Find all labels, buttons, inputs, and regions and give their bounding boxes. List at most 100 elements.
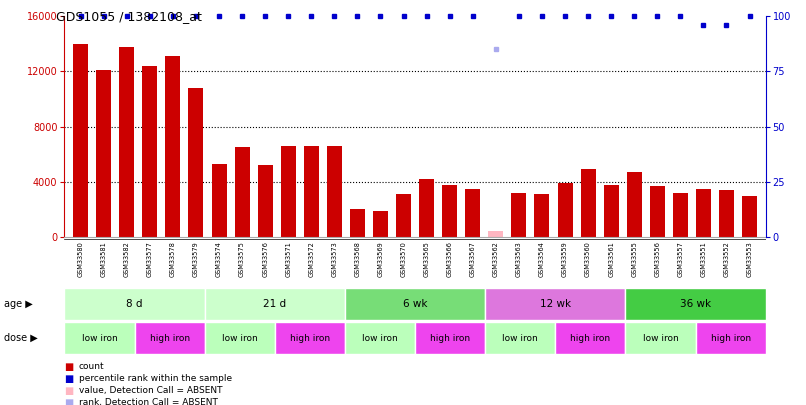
Text: GSM33575: GSM33575 (239, 241, 245, 277)
Bar (345, 322, 415, 354)
Bar (275, 322, 345, 354)
Bar (627, 172, 642, 237)
Text: GSM33579: GSM33579 (193, 241, 199, 277)
Text: percentile rank within the sample: percentile rank within the sample (79, 374, 232, 383)
Text: GSM33577: GSM33577 (147, 241, 153, 277)
Text: ■: ■ (64, 398, 73, 405)
Text: GSM33567: GSM33567 (470, 241, 476, 277)
Bar (673, 193, 688, 237)
Text: 21 d: 21 d (264, 299, 286, 309)
Text: GSM33555: GSM33555 (631, 241, 638, 277)
Text: GSM33574: GSM33574 (216, 241, 222, 277)
Bar (96, 70, 111, 237)
Text: dose ▶: dose ▶ (4, 333, 38, 343)
Text: GSM33563: GSM33563 (516, 241, 522, 277)
Text: GSM33581: GSM33581 (101, 241, 106, 277)
Bar (143, 66, 157, 237)
Text: GSM33551: GSM33551 (700, 241, 706, 277)
Bar (415, 322, 485, 354)
Bar (205, 322, 275, 354)
Text: 8 d: 8 d (127, 299, 143, 309)
Text: 12 wk: 12 wk (540, 299, 571, 309)
Text: GSM33560: GSM33560 (585, 241, 591, 277)
Text: GSM33564: GSM33564 (539, 241, 545, 277)
Bar (465, 189, 480, 237)
Text: GSM33573: GSM33573 (331, 241, 338, 277)
Bar (558, 183, 572, 237)
Text: GSM33552: GSM33552 (724, 241, 729, 277)
Bar (304, 146, 319, 237)
Text: 36 wk: 36 wk (680, 299, 711, 309)
Bar (327, 146, 342, 237)
Text: ■: ■ (64, 362, 73, 371)
Text: GSM33569: GSM33569 (377, 241, 384, 277)
Bar (211, 164, 226, 237)
Text: low iron: low iron (642, 334, 679, 343)
Text: GSM33556: GSM33556 (654, 241, 660, 277)
Bar (580, 169, 596, 237)
Text: rank, Detection Call = ABSENT: rank, Detection Call = ABSENT (79, 399, 218, 405)
Bar (119, 47, 135, 237)
Bar (625, 322, 696, 354)
Text: high iron: high iron (711, 334, 750, 343)
Text: high iron: high iron (290, 334, 330, 343)
Bar (345, 288, 485, 320)
Bar (719, 190, 734, 237)
Bar (73, 44, 88, 237)
Bar (280, 146, 296, 237)
Bar (488, 231, 503, 237)
Text: GSM33557: GSM33557 (677, 241, 683, 277)
Text: ■: ■ (64, 386, 73, 396)
Bar (485, 288, 625, 320)
Bar (625, 288, 766, 320)
Bar (555, 322, 625, 354)
Bar (650, 186, 665, 237)
Bar (165, 56, 181, 237)
Text: age ▶: age ▶ (4, 299, 33, 309)
Text: GSM33570: GSM33570 (401, 241, 406, 277)
Text: GSM33576: GSM33576 (262, 241, 268, 277)
Bar (742, 196, 757, 237)
Bar (235, 147, 250, 237)
Text: low iron: low iron (222, 334, 258, 343)
Bar (442, 185, 457, 237)
Text: GSM33565: GSM33565 (424, 241, 430, 277)
Text: value, Detection Call = ABSENT: value, Detection Call = ABSENT (79, 386, 222, 395)
Text: GSM33582: GSM33582 (124, 241, 130, 277)
Bar (64, 288, 205, 320)
Text: high iron: high iron (150, 334, 189, 343)
Text: ■: ■ (64, 374, 73, 384)
Bar (534, 194, 550, 237)
Bar (189, 88, 203, 237)
Text: GSM33580: GSM33580 (77, 241, 84, 277)
Text: high iron: high iron (430, 334, 470, 343)
Text: 6 wk: 6 wk (403, 299, 427, 309)
Bar (258, 165, 272, 237)
Text: low iron: low iron (362, 334, 398, 343)
Bar (696, 189, 711, 237)
Text: GDS1055 / 1382108_at: GDS1055 / 1382108_at (56, 10, 202, 23)
Bar (696, 322, 766, 354)
Text: GSM33561: GSM33561 (609, 241, 614, 277)
Bar (511, 193, 526, 237)
Bar (64, 322, 135, 354)
Text: GSM33572: GSM33572 (308, 241, 314, 277)
Text: GSM33566: GSM33566 (447, 241, 453, 277)
Text: high iron: high iron (571, 334, 610, 343)
Bar (604, 185, 619, 237)
Bar (135, 322, 205, 354)
Text: GSM33562: GSM33562 (492, 241, 499, 277)
Text: low iron: low iron (502, 334, 538, 343)
Bar (419, 179, 434, 237)
Text: low iron: low iron (81, 334, 118, 343)
Text: GSM33553: GSM33553 (746, 241, 753, 277)
Text: count: count (79, 362, 105, 371)
Bar (396, 194, 411, 237)
Bar (485, 322, 555, 354)
Text: GSM33568: GSM33568 (355, 241, 360, 277)
Bar (350, 209, 365, 237)
Text: GSM33578: GSM33578 (170, 241, 176, 277)
Bar (205, 288, 345, 320)
Text: GSM33571: GSM33571 (285, 241, 291, 277)
Text: GSM33559: GSM33559 (562, 241, 568, 277)
